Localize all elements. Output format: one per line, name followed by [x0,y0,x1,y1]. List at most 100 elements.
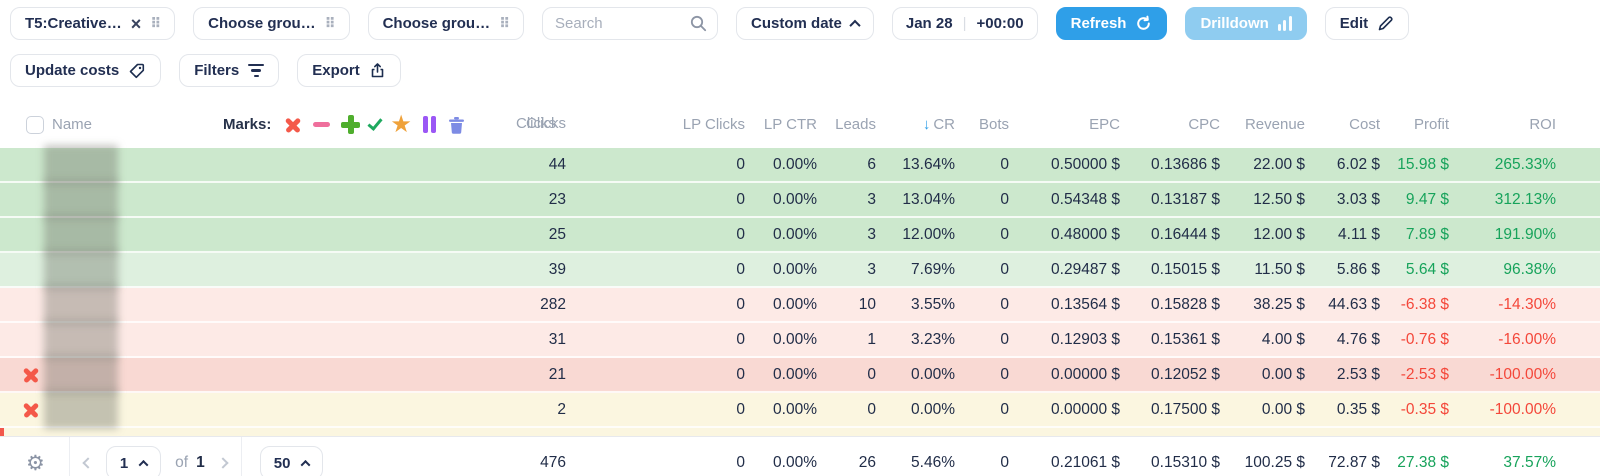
price-tag-icon [129,63,145,78]
column-lp-ctr[interactable]: LP CTR [763,116,817,133]
chevron-left-icon[interactable] [82,457,94,469]
mark-plus-icon[interactable] [341,115,361,134]
date-range-picker[interactable]: Jan 28 | +00:00 [891,7,1038,40]
export-button[interactable]: Export [297,54,401,87]
cell-cr: 12.00% [902,225,955,243]
cell-revenue: 0.00 $ [1261,365,1305,383]
total-roi: 37.57% [1503,454,1556,471]
cell-leads: 6 [867,155,876,173]
column-clicks[interactable]: Clicks Clicks [516,114,566,132]
mark-cross-icon[interactable] [284,116,302,134]
cell-revenue: 0.00 $ [1261,400,1305,418]
table-row[interactable]: 2 0 0.00% 0 0.00% 0 0.00000 $ 0.17500 $ … [0,389,1600,430]
drag-handle-icon[interactable]: ⠿ [150,15,161,31]
search-input[interactable] [555,15,683,32]
cell-leads: 0 [867,365,876,383]
blurred-name [44,284,118,325]
chevron-right-icon[interactable] [217,457,229,469]
table-row[interactable]: 23 0 0.00% 3 13.04% 0 0.54348 $ 0.13187 … [0,179,1600,220]
chip-label: T5:Creative… [25,15,122,32]
row-name[interactable] [44,354,420,395]
cell-leads: 3 [867,260,876,278]
export-icon [371,63,384,78]
drag-handle-icon[interactable]: ⠿ [324,15,336,31]
cell-profit: 7.89 $ [1405,225,1449,243]
cell-cost: 5.86 $ [1336,260,1380,278]
row-name[interactable] [44,319,420,360]
mark-trash-icon[interactable] [447,115,466,135]
divider [68,437,70,476]
table-row[interactable]: 25 0 0.00% 3 12.00% 0 0.48000 $ 0.16444 … [0,214,1600,255]
row-name[interactable] [44,214,420,255]
column-cost[interactable]: Cost [1349,116,1380,133]
cell-lp-ctr: 0.00% [773,155,817,173]
row-name[interactable] [44,389,420,430]
row-name[interactable] [44,179,420,220]
mark-minus-icon[interactable] [313,122,331,127]
column-leads[interactable]: Leads [835,116,876,133]
cell-lp-ctr: 0.00% [773,365,817,383]
total-clicks: 476 [540,454,566,471]
cell-bots: 0 [1000,190,1009,208]
cell-clicks: 25 [548,225,566,243]
row-name[interactable] [44,284,420,325]
cell-leads: 3 [867,190,876,208]
cell-roi: -100.00% [1489,400,1556,418]
column-bots[interactable]: Bots [978,116,1009,133]
table-footer: ⚙ 1 of 1 50 476 0 0.00% 26 5.46% [0,436,1600,476]
drag-handle-icon[interactable]: ⠿ [499,15,510,31]
cell-cr: 0.00% [911,400,955,418]
cell-cost: 4.11 $ [1338,225,1380,243]
table-row[interactable]: 21 0 0.00% 0 0.00% 0 0.00000 $ 0.12052 $… [0,354,1600,395]
mark-star-icon[interactable]: ★ [390,110,412,138]
cell-cost: 2.53 $ [1336,365,1380,383]
group-chip-creative[interactable]: T5:Creative… × ⠿ [10,7,176,40]
cell-roi: 265.33% [1494,155,1556,173]
cell-cpc: 0.17500 $ [1151,400,1220,418]
page-number-select[interactable]: 1 [105,446,162,476]
bar-chart-icon [1277,16,1292,31]
drilldown-button[interactable]: Drilldown [1185,7,1307,40]
cell-revenue: 38.25 $ [1253,295,1305,313]
column-cpc[interactable]: CPC [1188,116,1220,133]
select-all-checkbox[interactable] [26,115,44,134]
group-chip-3[interactable]: Choose grou… ⠿ [367,7,525,40]
filters-button[interactable]: Filters [179,54,280,87]
cell-cost: 0.35 $ [1336,400,1380,418]
gear-icon[interactable]: ⚙ [26,451,45,475]
blurred-name [44,249,118,290]
cell-cost: 44.63 $ [1328,295,1380,313]
update-costs-button[interactable]: Update costs [10,54,162,87]
search-box[interactable] [542,7,719,40]
mark-check-icon[interactable] [367,115,383,131]
cell-epc: 0.54348 $ [1051,190,1120,208]
cell-cpc: 0.15361 $ [1151,330,1220,348]
column-epc[interactable]: EPC [1089,116,1120,133]
column-profit[interactable]: Profit [1413,116,1449,133]
row-name[interactable] [44,144,420,185]
column-roi[interactable]: ROI [1529,116,1556,133]
per-page-select[interactable]: 50 [259,446,324,476]
table-row[interactable]: 44 0 0.00% 6 13.64% 0 0.50000 $ 0.13686 … [0,144,1600,185]
per-page-value: 50 [273,454,291,472]
refresh-button[interactable]: Refresh [1055,7,1168,40]
cell-roi: 312.13% [1494,190,1556,208]
edit-button[interactable]: Edit [1324,7,1410,40]
date-mode-dropdown[interactable]: Custom date [736,7,874,40]
column-revenue[interactable]: Revenue [1244,116,1305,133]
cell-clicks: 31 [548,330,566,348]
cell-profit: 15.98 $ [1397,155,1449,173]
mark-pause-icon[interactable] [422,116,437,133]
group-chip-2[interactable]: Choose grou… ⠿ [193,7,350,40]
table-row[interactable]: 39 0 0.00% 3 7.69% 0 0.29487 $ 0.15015 $… [0,249,1600,290]
row-name[interactable] [44,249,420,290]
cell-bots: 0 [1000,155,1009,173]
cell-roi: -100.00% [1489,365,1556,383]
blurred-name [44,354,118,395]
column-name[interactable]: Name [52,116,93,133]
column-lp-clicks[interactable]: LP Clicks [682,116,745,133]
table-row[interactable]: 282 0 0.00% 10 3.55% 0 0.13564 $ 0.15828… [0,284,1600,325]
close-icon[interactable]: × [130,13,142,34]
table-row[interactable]: 31 0 0.00% 1 3.23% 0 0.12903 $ 0.15361 $… [0,319,1600,360]
column-cr[interactable]: ↓ CR [922,116,955,133]
